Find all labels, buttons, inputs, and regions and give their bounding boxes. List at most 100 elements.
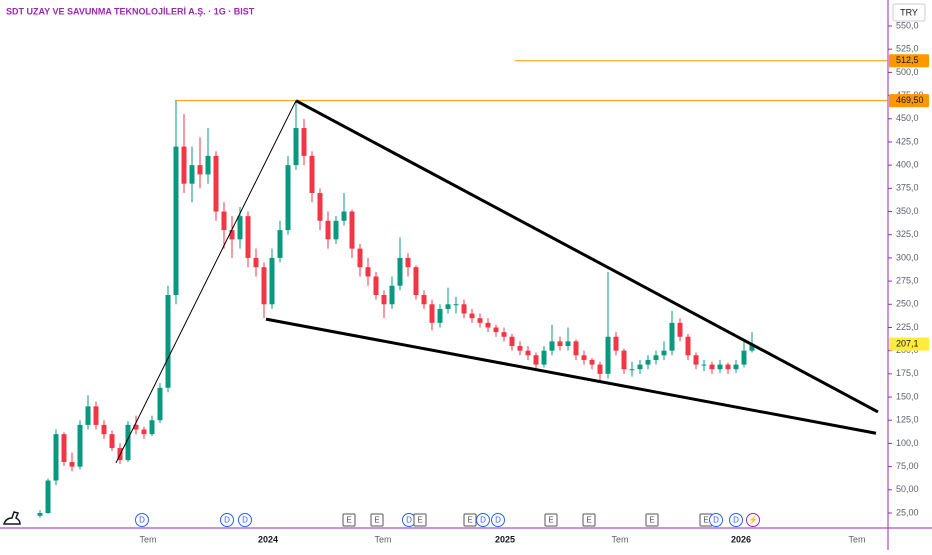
candle-body — [597, 364, 603, 374]
candle-body — [397, 257, 403, 286]
y-tick-label: 100,0 — [896, 438, 919, 448]
candle-body — [469, 313, 475, 319]
y-tick-label: 325,0 — [896, 229, 919, 239]
candle-body — [453, 304, 459, 306]
candle-body — [509, 336, 515, 347]
event-label: E — [548, 516, 553, 525]
candle-body — [445, 304, 451, 309]
event-marker[interactable] — [220, 513, 234, 527]
event-label: ⚡ — [748, 515, 758, 525]
x-tick-label: 2024 — [258, 534, 278, 544]
y-tick-label: 450,0 — [896, 113, 919, 123]
candle-body — [309, 155, 315, 193]
candle-body — [605, 336, 611, 374]
event-label: D — [713, 516, 719, 525]
candle-body — [213, 155, 219, 212]
event-marker[interactable] — [491, 513, 505, 527]
event-label: D — [242, 516, 248, 525]
candle-body — [533, 355, 539, 365]
candle-body — [77, 424, 83, 467]
x-tick-label: Tem — [611, 534, 628, 544]
price-label-box — [889, 94, 929, 108]
candle-body — [405, 257, 411, 268]
price-label-box — [889, 54, 929, 68]
candle-body — [261, 267, 267, 305]
currency-button[interactable] — [892, 3, 926, 22]
candle-body — [741, 350, 747, 365]
event-marker[interactable] — [342, 513, 356, 527]
event-marker[interactable] — [746, 513, 760, 527]
candle-body — [373, 276, 379, 296]
candle-body — [621, 350, 627, 370]
y-tick-label: 400,0 — [896, 160, 919, 170]
candle-body — [277, 230, 283, 258]
event-label: E — [417, 516, 422, 525]
candle-body — [69, 461, 75, 467]
candle-body — [669, 322, 675, 351]
candle-body — [349, 211, 355, 249]
candle-body — [573, 341, 579, 356]
chart-title: SDT UZAY VE SAVUNMA TEKNOLOJİLERİ A.Ş. ·… — [6, 6, 255, 16]
event-marker[interactable] — [135, 513, 149, 527]
candle-body — [45, 480, 51, 513]
event-marker[interactable] — [413, 513, 427, 527]
candle-body — [357, 248, 363, 268]
candle-body — [141, 429, 147, 435]
event-marker[interactable] — [476, 513, 490, 527]
candle-body — [93, 406, 99, 425]
candle-body — [485, 322, 491, 328]
candle-body — [173, 146, 179, 296]
candle-body — [541, 350, 547, 365]
y-tick-label: 525,0 — [896, 44, 919, 54]
candle-body — [189, 165, 195, 184]
y-tick-label: 225,0 — [896, 322, 919, 332]
candle-body — [157, 387, 163, 421]
event-label: D — [733, 516, 739, 525]
candle-body — [653, 355, 659, 360]
candle-body — [685, 336, 691, 356]
candle-body — [53, 434, 59, 481]
candle-body — [477, 318, 483, 323]
candle-body — [645, 359, 651, 365]
event-marker[interactable] — [238, 513, 252, 527]
candle-body — [341, 211, 347, 221]
event-label: E — [586, 516, 591, 525]
y-tick-label: 50,00 — [896, 484, 919, 494]
candle-body — [365, 267, 371, 277]
event-marker[interactable] — [709, 513, 723, 527]
y-tick-label: 550,0 — [896, 20, 919, 30]
event-marker[interactable] — [582, 513, 596, 527]
event-marker[interactable] — [544, 513, 558, 527]
candle-body — [661, 350, 667, 356]
candle-body — [253, 257, 259, 268]
last-price-label: 207,1 — [896, 338, 919, 348]
candle-body — [269, 257, 275, 305]
event-marker[interactable] — [370, 513, 384, 527]
x-tick-label: Tem — [848, 534, 865, 544]
y-tick-label: 125,0 — [896, 415, 919, 425]
candle-body — [109, 434, 115, 449]
candle-body — [197, 165, 203, 175]
candle-body — [317, 192, 323, 221]
currency-label: TRY — [900, 7, 918, 17]
event-marker[interactable] — [645, 513, 659, 527]
price-label: 512,5 — [896, 55, 919, 65]
event-label: D — [495, 516, 501, 525]
event-label: D — [406, 516, 412, 525]
event-marker[interactable] — [729, 513, 743, 527]
candle-body — [637, 364, 643, 370]
candle-body — [557, 341, 563, 347]
x-tick-label: Tem — [139, 534, 156, 544]
candle-body — [301, 128, 307, 156]
candle-body — [133, 424, 139, 430]
x-tick-label: 2025 — [495, 534, 515, 544]
trendline — [115, 100, 297, 464]
candle-body — [589, 359, 595, 365]
candle-body — [333, 220, 339, 240]
event-label: E — [649, 516, 654, 525]
candle-body — [629, 369, 635, 371]
candle-body — [37, 513, 43, 516]
candle-body — [701, 364, 707, 366]
candle-body — [61, 434, 67, 462]
y-tick-label: 175,0 — [896, 368, 919, 378]
